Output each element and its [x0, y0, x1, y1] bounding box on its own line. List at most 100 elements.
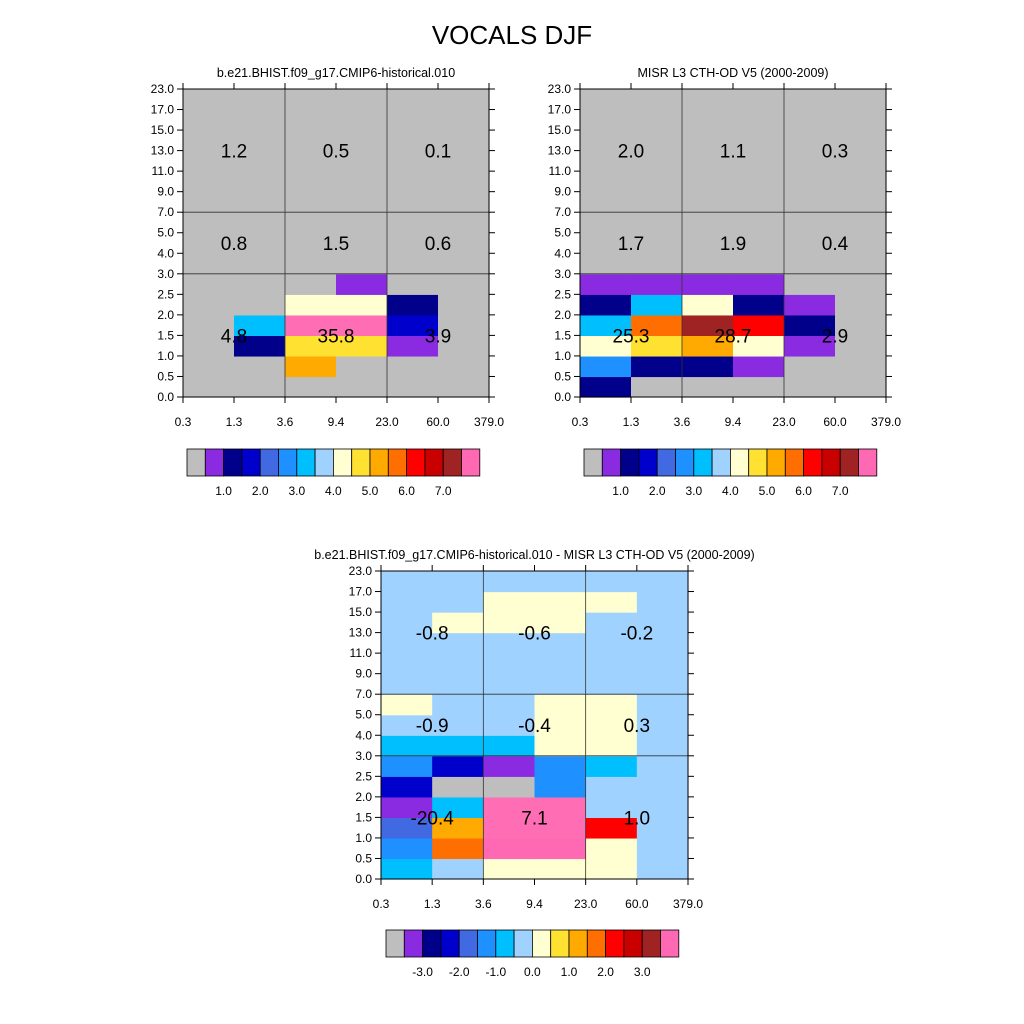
- heatmap-cell: [483, 735, 536, 757]
- heatmap-cell: [438, 171, 490, 193]
- y-tick-label: 5.0: [554, 226, 571, 240]
- colorbar-tick-label: 7.0: [435, 484, 452, 498]
- x-tick-label: 3.6: [277, 415, 294, 429]
- heatmap-cell: [183, 191, 235, 213]
- colorbar-tick-label: 7.0: [832, 484, 849, 498]
- heatmap-cell: [580, 314, 632, 336]
- y-tick-label: 4.0: [554, 246, 571, 260]
- colorbar-box: [403, 929, 423, 958]
- colorbar-box: [314, 448, 334, 477]
- heatmap-cell: [682, 130, 734, 152]
- heatmap-cell: [835, 191, 887, 213]
- heatmap-cell: [534, 817, 587, 839]
- heatmap-cell: [580, 253, 632, 275]
- heatmap-cell: [631, 212, 683, 234]
- heatmap-cell: [784, 232, 836, 254]
- y-tick-label: 2.0: [554, 308, 571, 322]
- y-tick-label: 2.0: [355, 790, 372, 804]
- heatmap-cell: [835, 109, 887, 131]
- heatmap-cell: [381, 755, 433, 777]
- heatmap-cell: [636, 755, 689, 777]
- heatmap-cell: [381, 858, 433, 880]
- y-tick-label: 3.0: [355, 749, 372, 763]
- heatmap-cell: [580, 232, 632, 254]
- colorbar-box: [656, 448, 676, 477]
- heatmap-cell: [580, 212, 632, 234]
- heatmap-cell: [682, 150, 734, 172]
- heatmap-cell: [438, 376, 490, 398]
- heatmap-cell: [636, 673, 689, 695]
- heatmap-cell: [631, 171, 683, 193]
- x-tick-label: 23.0: [574, 897, 598, 911]
- region-value-label: -0.4: [518, 716, 551, 737]
- figure-title: VOCALS DJF: [431, 20, 593, 50]
- colorbar-tick-label: 1.0: [561, 965, 578, 979]
- y-tick-label: 4.0: [157, 246, 174, 260]
- colorbar-box: [241, 448, 261, 477]
- heatmap-cell: [534, 776, 587, 798]
- heatmap-cell: [336, 335, 388, 357]
- heatmap-cell: [835, 171, 887, 193]
- colorbar-box: [583, 448, 603, 477]
- heatmap-cell: [835, 89, 887, 111]
- heatmap-cell: [835, 376, 887, 398]
- heatmap-cell: [285, 294, 337, 316]
- colorbar-box: [422, 929, 442, 958]
- y-tick-label: 13.0: [548, 144, 572, 158]
- y-tick-label: 1.0: [355, 831, 372, 845]
- colorbar-box: [204, 448, 225, 477]
- region-value-label: 0.4: [822, 234, 849, 255]
- heatmap-cell: [432, 632, 484, 654]
- heatmap-cell: [234, 89, 286, 111]
- heatmap-cell: [483, 837, 536, 860]
- heatmap-cell: [183, 89, 235, 111]
- heatmap-cell: [534, 858, 587, 880]
- heatmap-cell: [387, 130, 439, 152]
- heatmap-cell: [483, 653, 536, 675]
- x-tick-label: 9.4: [526, 897, 543, 911]
- colorbar-box: [568, 929, 588, 958]
- heatmap-cell: [381, 817, 433, 839]
- heatmap-cell: [580, 89, 632, 111]
- heatmap-cell: [733, 130, 785, 152]
- colorbar-box: [638, 448, 658, 477]
- colorbar-tick-label: 2.0: [597, 965, 614, 979]
- heatmap-cell: [733, 273, 785, 295]
- colorbar-box: [387, 448, 407, 477]
- colorbar-tick-label: 2.0: [252, 484, 269, 498]
- x-tick-label: 379.0: [871, 415, 901, 429]
- colorbar-box: [821, 448, 841, 477]
- y-tick-label: 4.0: [355, 728, 372, 742]
- heatmap-cell: [483, 858, 536, 880]
- colorbar-box: [424, 448, 444, 477]
- x-tick-label: 23.0: [375, 415, 399, 429]
- heatmap-cell: [183, 232, 235, 254]
- heatmap-cell: [483, 776, 536, 798]
- heatmap-cell: [381, 673, 433, 695]
- heatmap-cell: [631, 191, 683, 213]
- heatmap-cell: [636, 632, 689, 654]
- heatmap-cell: [483, 817, 536, 839]
- region-value-label: 1.2: [221, 142, 247, 163]
- panel-title: MISR L3 CTH-OD V5 (2000-2009): [637, 66, 828, 80]
- heatmap-cell: [534, 591, 587, 613]
- heatmap-cell: [381, 796, 433, 818]
- heatmap-cell: [432, 694, 484, 716]
- x-tick-label: 60.0: [625, 897, 649, 911]
- heatmap-cell: [534, 612, 587, 634]
- heatmap-cell: [733, 253, 785, 275]
- heatmap-cell: [733, 376, 785, 398]
- heatmap-cell: [387, 294, 439, 316]
- heatmap-cell: [285, 109, 337, 131]
- heatmap-panel-1: 0.0 0.5 1.0 1.5 2.0 2.5 3.0 4.0 5.0 7.0 9.0 11.0 13.…: [151, 66, 505, 498]
- colorbar-box: [586, 929, 606, 958]
- region-value-label: 1.1: [720, 142, 746, 163]
- x-tick-label: 3.6: [475, 897, 492, 911]
- heatmap-cell: [784, 273, 836, 295]
- heatmap-cell: [682, 253, 734, 275]
- y-tick-label: 1.5: [554, 328, 571, 342]
- colorbar-tick-label: 6.0: [398, 484, 415, 498]
- heatmap-cell: [285, 314, 337, 336]
- heatmap-cell: [387, 191, 439, 213]
- heatmap-cell: [631, 314, 683, 336]
